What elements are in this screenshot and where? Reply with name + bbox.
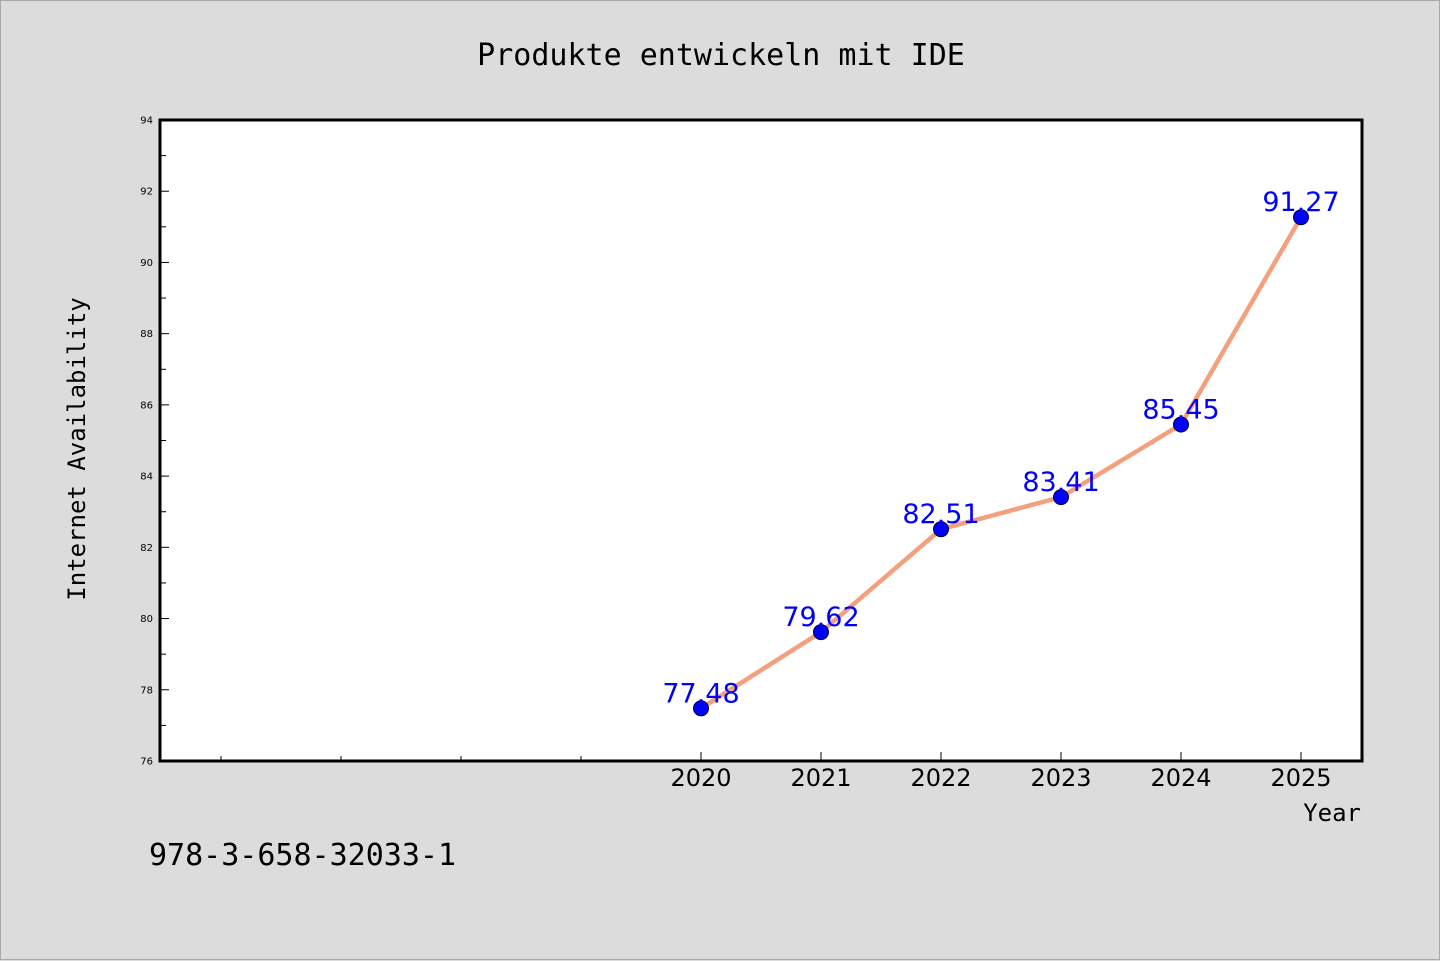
- y-tick-label: 82: [140, 543, 153, 554]
- x-tick-label: 2022: [910, 764, 971, 792]
- x-tick-label: 2021: [790, 764, 851, 792]
- x-tick-label: 2020: [670, 764, 731, 792]
- y-tick-label: 80: [140, 614, 153, 625]
- x-tick-label: 2025: [1270, 764, 1331, 792]
- y-tick-label: 78: [140, 685, 153, 696]
- data-point: [1293, 209, 1309, 226]
- y-tick-label: 86: [140, 400, 153, 411]
- series-line-group: [698, 214, 1304, 711]
- data-point: [1053, 489, 1069, 506]
- x-axis-ticks: 2020 2021 2022 2023 2024 2025: [220, 752, 1332, 792]
- isbn-footnote: 978-3-658-32033-1: [149, 838, 456, 873]
- x-tick-label: 2024: [1150, 764, 1211, 792]
- y-tick-label: 94: [140, 116, 153, 127]
- y-tick-label: 90: [140, 258, 153, 269]
- y-tick-label: 92: [140, 187, 153, 198]
- data-label: 91.27: [1262, 187, 1339, 218]
- series-labels-group: 77.48 79.62 82.51 83.41 85.45 91.27: [662, 187, 1339, 709]
- chart-title: Produkte entwickeln mit IDE: [477, 38, 965, 73]
- x-tick-label: 2023: [1030, 764, 1091, 792]
- data-point: [1173, 416, 1189, 433]
- y-tick-label: 88: [140, 329, 153, 340]
- data-point: [693, 700, 709, 717]
- data-label: 77.48: [662, 678, 739, 709]
- y-tick-label: 76: [140, 757, 153, 768]
- data-label: 83.41: [1022, 467, 1099, 498]
- data-label: 79.62: [782, 602, 859, 633]
- plot-area: [158, 118, 1364, 763]
- series-line: [698, 214, 1304, 711]
- y-tick-label: 84: [140, 472, 153, 483]
- data-point: [933, 521, 949, 538]
- x-axis-label: Year: [1303, 799, 1361, 827]
- series-points-group: [693, 209, 1309, 717]
- y-axis-ticks: 76 78 80 82 84 86 88 90 92 94: [140, 116, 169, 768]
- data-label: 85.45: [1142, 394, 1219, 425]
- data-label: 82.51: [902, 499, 979, 530]
- data-point: [813, 624, 829, 641]
- y-axis-label: Internet Availability: [63, 297, 91, 600]
